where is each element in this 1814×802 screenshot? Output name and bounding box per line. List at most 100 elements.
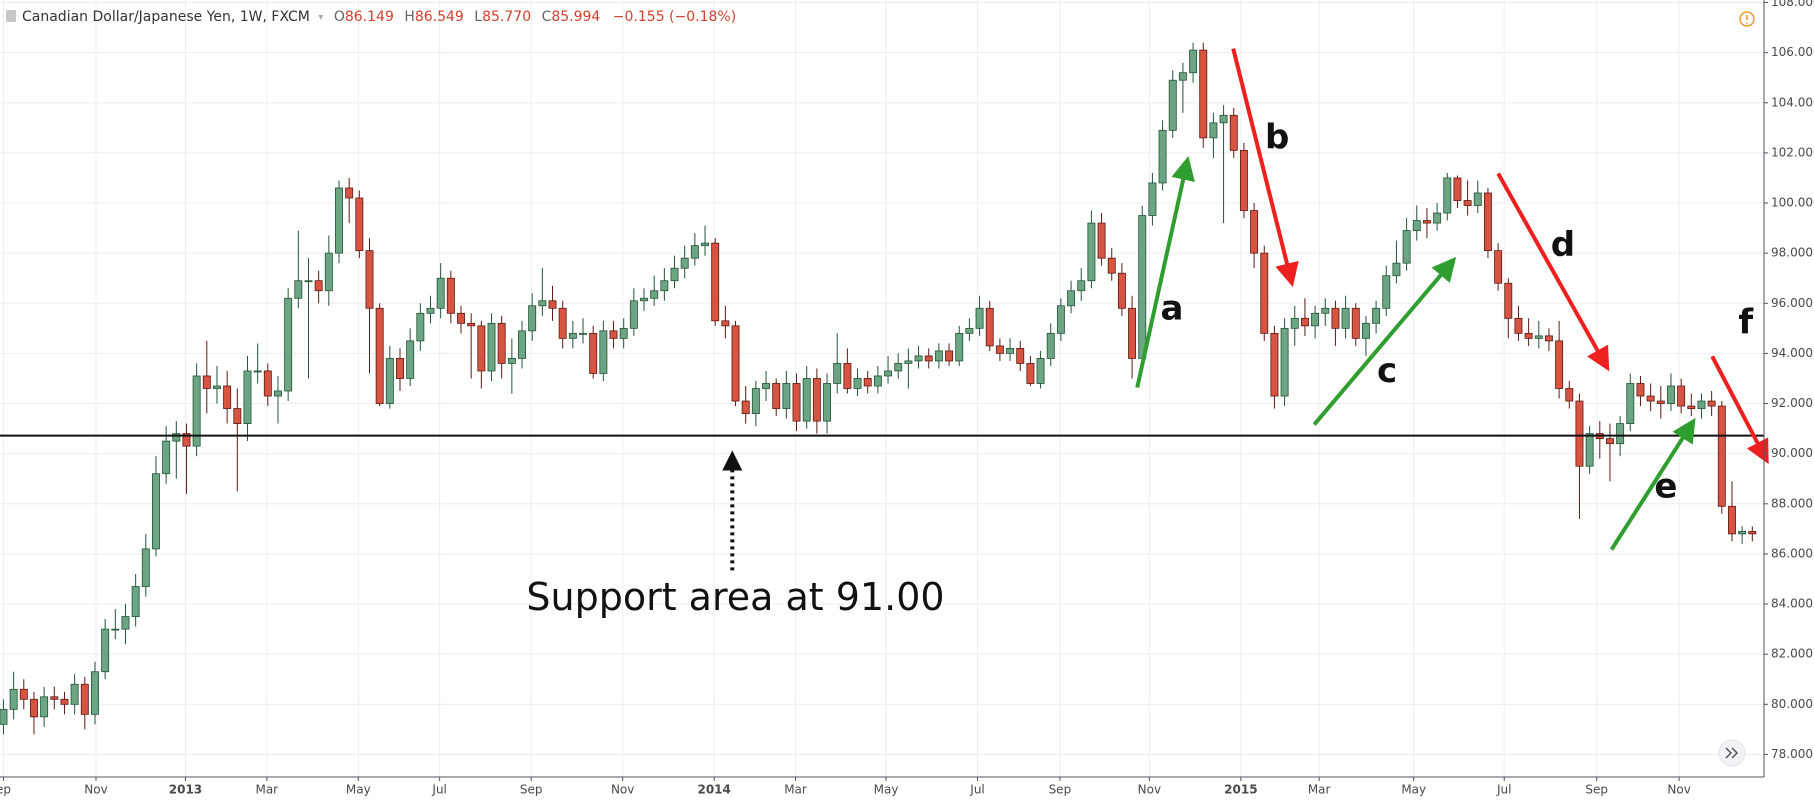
open-value: 86.149 xyxy=(345,9,394,25)
x-tick-label: Nov xyxy=(84,783,107,797)
candle-body xyxy=(558,307,567,339)
y-tick-label: 78.000 xyxy=(1771,747,1813,761)
candle-body xyxy=(1443,177,1452,214)
high-label: H xyxy=(404,9,415,25)
alert-circle[interactable] xyxy=(1739,11,1755,27)
candle-body xyxy=(1473,192,1482,206)
candle-body xyxy=(843,363,852,389)
x-tick-label: 2014 xyxy=(697,783,730,797)
candle-body xyxy=(1382,275,1391,309)
candle-body xyxy=(782,383,791,409)
candle-body xyxy=(1402,230,1411,264)
candle-body xyxy=(121,616,130,630)
candle-body xyxy=(1290,317,1299,329)
candle-body xyxy=(314,280,323,292)
scroll-button[interactable] xyxy=(1718,739,1746,767)
x-tick-label: 2013 xyxy=(169,783,202,797)
candle-body xyxy=(1209,122,1218,139)
candle-body xyxy=(91,671,99,715)
candle-body xyxy=(172,433,181,442)
candle-body xyxy=(609,330,618,339)
x-tick-label: May xyxy=(1401,783,1426,797)
candle-body xyxy=(1219,114,1228,124)
candle-body xyxy=(914,355,923,362)
candle-body xyxy=(141,548,150,587)
candle-body xyxy=(213,385,221,389)
candle-body xyxy=(518,330,526,359)
candle-body xyxy=(1087,222,1096,282)
y-tick-label: 86.000 xyxy=(1771,546,1813,560)
candle-body xyxy=(497,322,506,364)
candle-body xyxy=(985,307,994,347)
y-tick-label: 96.000 xyxy=(1771,296,1813,310)
candle-body xyxy=(640,297,648,302)
candle-body xyxy=(1046,332,1055,359)
candle-body xyxy=(1575,400,1584,467)
candle-body xyxy=(60,698,69,705)
candle-body xyxy=(1606,438,1614,445)
candle-body xyxy=(1555,340,1564,389)
support-annotation: Support area at 91.00 xyxy=(526,575,944,619)
candle-body xyxy=(436,277,445,309)
y-tick-label: 92.000 xyxy=(1771,396,1813,410)
candle-body xyxy=(812,378,821,422)
open-label: O xyxy=(334,9,345,25)
candle-body xyxy=(894,363,903,372)
candle-body xyxy=(162,440,171,475)
x-tick-label: Jul xyxy=(1496,783,1511,797)
x-tick-label: ep xyxy=(0,783,11,797)
x-tick-label: Jul xyxy=(969,783,984,797)
header: Canadian Dollar/Japanese Yen, 1W, FXCM ▾… xyxy=(22,9,736,25)
candle-body xyxy=(1453,177,1462,201)
wave-label: a xyxy=(1160,289,1183,329)
dropdown-caret[interactable]: ▾ xyxy=(318,12,323,23)
alert-icon[interactable] xyxy=(1739,11,1755,27)
candle-body xyxy=(945,350,954,362)
candle-body xyxy=(1463,200,1472,206)
x-tick-label: Sep xyxy=(1049,783,1072,797)
candle-body xyxy=(1412,220,1421,231)
candle-body xyxy=(1514,317,1523,334)
candle-body xyxy=(1138,215,1147,359)
candle-body xyxy=(426,307,435,314)
candle-body xyxy=(446,277,455,314)
candle-body xyxy=(1321,307,1330,314)
trend-arrow xyxy=(1135,156,1195,388)
candle-body xyxy=(1097,222,1106,259)
candle-body xyxy=(396,358,404,379)
candle-body xyxy=(406,340,415,379)
candle-body xyxy=(274,390,282,397)
trend-arrow xyxy=(1609,417,1696,551)
candle-body xyxy=(1168,79,1177,131)
candle-body xyxy=(152,473,160,550)
symbol-icon xyxy=(6,10,16,22)
candle-body xyxy=(1006,347,1015,354)
y-tick-label: 80.000 xyxy=(1771,697,1813,711)
alert-dot[interactable] xyxy=(1746,22,1748,24)
x-tick-label: May xyxy=(874,783,899,797)
candle-body xyxy=(650,290,659,299)
candle-body xyxy=(1433,212,1442,224)
candle-body xyxy=(792,383,801,422)
scroll-chevrons[interactable] xyxy=(1725,747,1739,759)
candle-body xyxy=(101,628,110,673)
x-tick-label: Sep xyxy=(1585,783,1608,797)
candle-body xyxy=(1107,257,1116,274)
candle-body xyxy=(365,250,374,309)
candle-body xyxy=(9,688,18,710)
candle-body xyxy=(690,245,699,259)
candle-body xyxy=(568,332,577,339)
candle-body xyxy=(579,332,587,335)
candle-body xyxy=(1331,307,1340,329)
candle-body xyxy=(1534,335,1543,339)
candle-body xyxy=(863,378,872,387)
y-tick-label: 106.000 xyxy=(1771,45,1814,59)
candle-body xyxy=(1361,322,1370,339)
candle-body xyxy=(111,628,120,631)
candle-body xyxy=(40,696,49,718)
candle-body xyxy=(1483,192,1492,252)
candle-body xyxy=(589,332,598,374)
candle-body xyxy=(263,370,272,397)
y-tick-label: 90.000 xyxy=(1771,446,1813,460)
